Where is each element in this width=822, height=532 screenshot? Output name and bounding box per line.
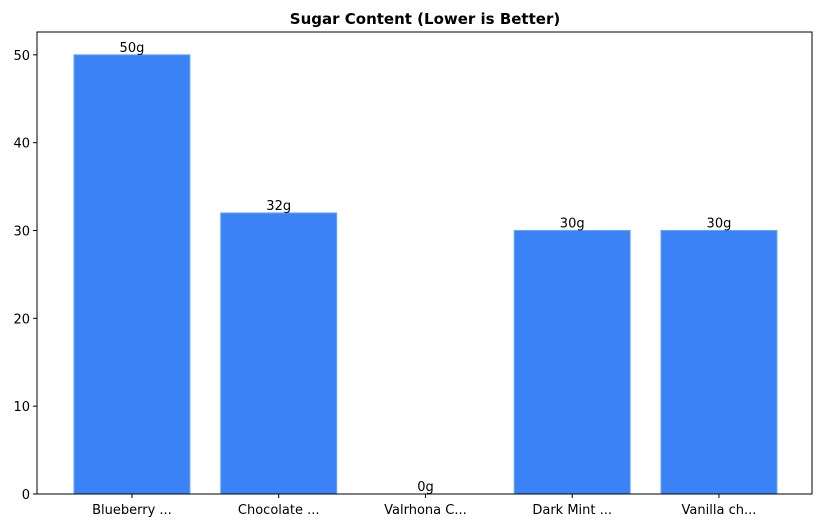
y-tick-label: 0 — [22, 488, 30, 503]
data-label: 50g — [120, 41, 145, 56]
data-label: 32g — [266, 199, 291, 214]
y-tick-label: 30 — [13, 225, 30, 240]
x-tick-label: Vanilla ch... — [682, 503, 757, 518]
y-tick-label: 10 — [13, 400, 30, 415]
x-tick-label: Valrhona C... — [384, 503, 467, 518]
y-tick-label: 50 — [13, 49, 30, 64]
y-tick-label: 20 — [13, 312, 30, 327]
x-tick-label: Dark Mint ... — [532, 503, 612, 518]
bar — [73, 54, 191, 495]
x-tick-label: Blueberry ... — [92, 503, 172, 518]
plot-frame — [36, 31, 813, 495]
data-label: 0g — [417, 480, 434, 495]
chart-title: Sugar Content (Lower is Better) — [290, 10, 560, 28]
data-label: 30g — [560, 217, 585, 232]
y-tick-label: 40 — [13, 137, 30, 152]
bar — [660, 230, 778, 495]
bar — [220, 212, 338, 495]
bar — [513, 230, 631, 495]
x-tick-label: Chocolate ... — [238, 503, 320, 518]
data-label: 30g — [707, 217, 732, 232]
